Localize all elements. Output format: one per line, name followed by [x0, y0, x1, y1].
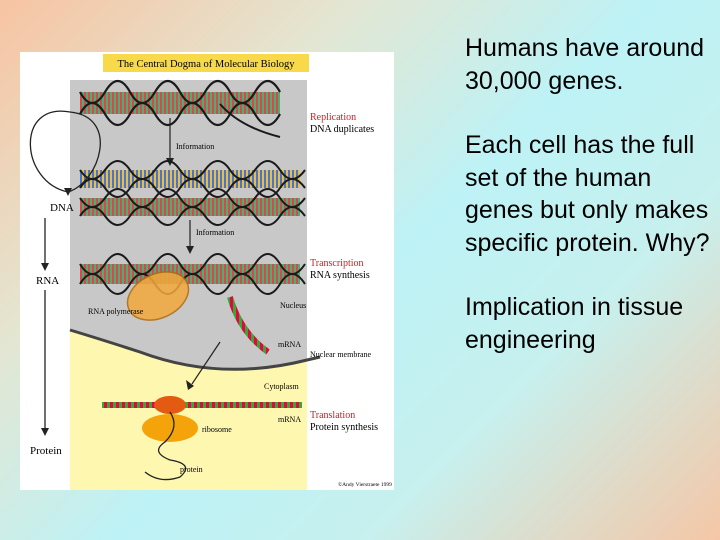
cell-genes-paragraph: Each cell has the full set of the human … [465, 131, 710, 257]
transcription-title: Transcription [310, 258, 364, 269]
figure-credit: ©Andy Vierstraete 1999 [338, 481, 392, 488]
replication-subtitle: DNA duplicates [310, 124, 374, 135]
mrna-label-2: mRNA [278, 415, 301, 424]
ribosome-small-subunit [154, 396, 186, 414]
transcription-subtitle: RNA synthesis [310, 270, 370, 281]
information-label-2: Information [196, 228, 234, 237]
nucleus-label: Nucleus [280, 301, 306, 310]
translation-title: Translation [310, 410, 355, 421]
protein-chain [144, 411, 187, 481]
nuclear-membrane-line [69, 328, 321, 371]
ribosome-label: ribosome [202, 425, 232, 434]
export-arrow [191, 341, 221, 385]
rna-polymerase-label: RNA polymerase [88, 307, 144, 316]
daughter-dna-helices [79, 160, 306, 226]
mrna-strand-nucleus [227, 296, 270, 355]
nuclear-membrane-label: Nuclear membrane [310, 350, 372, 359]
figure-title: The Central Dogma of Molecular Biology [118, 59, 296, 70]
slide-body-text: Humans have around 30,000 genes. Each ce… [465, 32, 710, 388]
mrna-strand-cytoplasm [102, 402, 302, 408]
replication-title: Replication [310, 112, 356, 123]
genes-count-paragraph: Humans have around 30,000 genes. [465, 34, 705, 95]
transcription-dna-helix [79, 253, 306, 295]
cytoplasm-label: Cytoplasm [264, 382, 299, 391]
parent-dna-helix [79, 79, 281, 138]
central-dogma-figure: The Central Dogma of Molecular Biology I… [20, 52, 394, 490]
flow-protein-label: Protein [30, 445, 62, 457]
flow-dna-label: DNA [50, 202, 74, 214]
translation-subtitle: Protein synthesis [310, 422, 378, 433]
figure-title-bg [103, 54, 309, 72]
rna-polymerase-blob [126, 271, 190, 321]
mrna-label-1: mRNA [278, 340, 301, 349]
implication-paragraph: Implication in tissue engineering [465, 293, 684, 354]
ribosome-large-subunit [142, 414, 198, 442]
protein-label: protein [180, 465, 203, 474]
flow-rna-label: RNA [36, 275, 59, 287]
information-label-1: Information [176, 142, 214, 151]
replication-loop-arrow [29, 110, 101, 193]
central-dogma-diagram: The Central Dogma of Molecular Biology I… [29, 54, 392, 490]
